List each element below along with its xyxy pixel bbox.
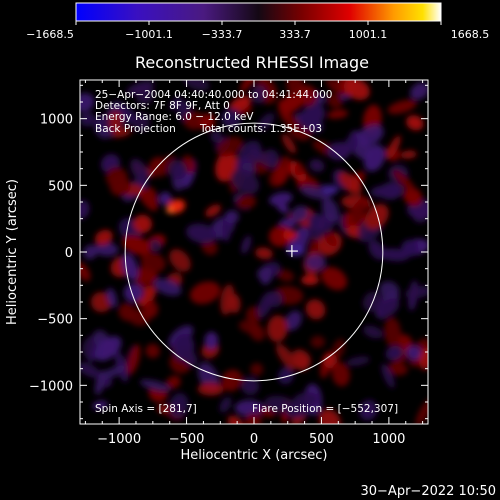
y-tick-label: −500: [37, 313, 73, 328]
footer-timestamp: 30−Apr−2022 10:50: [361, 484, 497, 499]
x-tick-label: −1000: [97, 432, 141, 447]
x-tick-label: 0: [250, 432, 258, 447]
info-total-counts: Total counts: 1.35E+03: [199, 123, 322, 135]
y-tick-label: −1000: [29, 379, 73, 394]
x-tick-label: −500: [169, 432, 205, 447]
colorbar-tick-labels: −1668.5 −1001.1 −333.7 333.7 1001.1 1668.5: [26, 28, 489, 41]
y-tick-label: 1000: [40, 113, 73, 128]
colorbar: −1668.5 −1001.1 −333.7 333.7 1001.1 1668.5: [26, 2, 489, 41]
image-area: [79, 79, 429, 425]
info-detectors: Detectors: 7F 8F 9F, Att 0: [95, 100, 230, 112]
info-overlay: 25−Apr−2004 04:40:40.000 to 04:41:44.000…: [95, 89, 398, 415]
axis-ticks: [80, 80, 428, 424]
colorbar-tick-label: −1668.5: [26, 28, 74, 41]
x-tick-label: 500: [309, 432, 334, 447]
info-method: Back Projection: [95, 123, 176, 135]
x-axis-label: Heliocentric X (arcsec): [181, 448, 328, 463]
colorbar-tick-label: −1001.1: [125, 28, 173, 41]
y-tick-label: 0: [65, 246, 73, 261]
y-axis-label: Heliocentric Y (arcsec): [5, 179, 20, 325]
info-spin-axis: Spin Axis = [281,7]: [95, 403, 197, 415]
reconstructed-image: [80, 80, 428, 424]
x-tick-labels: −1000 −500 0 500 1000: [97, 432, 405, 447]
y-tick-label: 500: [48, 179, 73, 194]
colorbar-tick-label: 333.7: [279, 28, 311, 41]
colorbar-tick-label: 1001.1: [349, 28, 388, 41]
y-tick-labels: 1000 500 0 −500 −1000: [29, 113, 73, 395]
info-energy-range: Energy Range: 6.0 − 12.0 keV: [95, 111, 254, 123]
colorbar-tick-label: 1668.5: [451, 28, 490, 41]
colorbar-tick-label: −333.7: [202, 28, 243, 41]
info-flare-position: Flare Position = [−552,307]: [252, 403, 398, 415]
colorbar-gradient: [75, 2, 442, 22]
x-tick-label: 1000: [372, 432, 405, 447]
crosshair-marker: [285, 245, 298, 258]
solar-limb-circle: [124, 122, 384, 382]
info-time-range: 25−Apr−2004 04:40:40.000 to 04:41:44.000: [95, 89, 332, 101]
colorbar-ticks: [75, 21, 442, 25]
plot-title: Reconstructed RHESSI Image: [135, 53, 369, 72]
